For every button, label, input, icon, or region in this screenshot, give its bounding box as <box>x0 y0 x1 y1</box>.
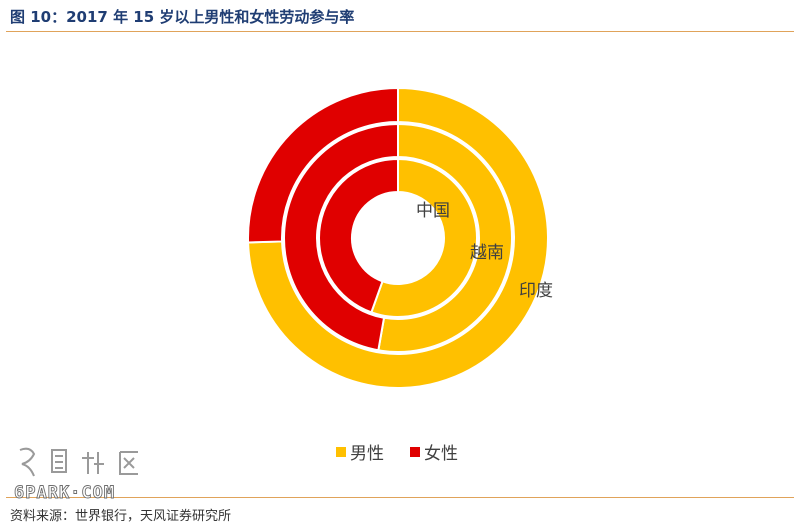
chart-rings <box>247 86 549 389</box>
ring-label-3: 印度 <box>519 281 553 301</box>
figure-title: 图 10：2017 年 15 岁以上男性和女性劳动参与率 <box>10 8 355 26</box>
slice-越南-男性 <box>377 122 513 353</box>
bottom-divider <box>6 497 794 498</box>
legend-swatch-2 <box>410 447 420 457</box>
ring-label-2: 越南 <box>470 243 504 263</box>
legend-label-2: 女性 <box>424 444 458 464</box>
legend-label-1: 男性 <box>350 444 384 464</box>
svg-text:6PARK·COM: 6PARK·COM <box>14 483 115 502</box>
slice-印度-男性 <box>247 86 549 389</box>
chart-legend: 男性 女性 <box>336 444 458 464</box>
slice-印度-女性 <box>247 86 399 244</box>
ring-label-1: 中国 <box>416 201 450 221</box>
slice-越南-女性 <box>283 122 399 352</box>
slice-中国-男性 <box>370 157 478 318</box>
legend-swatch-1 <box>336 447 346 457</box>
top-divider <box>6 31 794 32</box>
watermark-logo: 6PARK·COM <box>14 447 138 502</box>
slice-中国-女性 <box>318 157 399 314</box>
source-note: 资料来源：世界银行，天风证券研究所 <box>10 509 232 524</box>
